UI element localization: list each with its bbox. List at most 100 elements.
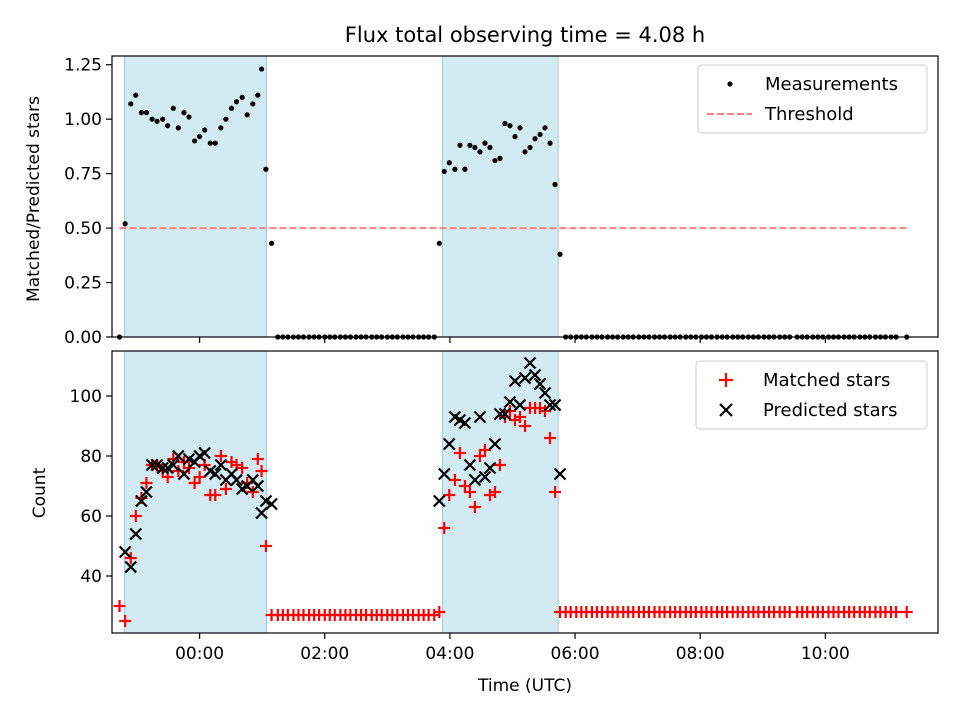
measurement-point (181, 110, 187, 116)
measurement-point (186, 114, 192, 120)
measurement-point (547, 140, 553, 146)
matched-point (124, 552, 137, 564)
predicted-point (432, 494, 446, 508)
predicted-point (135, 494, 148, 508)
matched-point (113, 600, 126, 612)
matched-point (544, 432, 557, 444)
matched-point (539, 405, 552, 417)
predicted-point (528, 368, 542, 382)
measurement-point (552, 181, 558, 188)
measurement-point (268, 240, 275, 246)
matched-point (259, 540, 272, 552)
matched-point (140, 477, 153, 489)
counts-y-tick-label: 60 (80, 507, 102, 527)
ratio-y-axis-label: Matched/Predicted stars (24, 96, 44, 302)
measurement-point (175, 125, 181, 131)
predicted-point (255, 506, 268, 520)
ratio-y-tick-label: 0.50 (64, 219, 102, 239)
matched-point (433, 606, 446, 618)
measurement-point (462, 166, 468, 172)
matched-point (193, 471, 206, 483)
counts-x-tick-label: 04:00 (425, 644, 474, 664)
predicted-point (198, 446, 211, 460)
matched-point (478, 444, 491, 456)
measurement-point (557, 251, 563, 257)
counts-y-tick-label: 80 (80, 447, 102, 467)
counts-shaded-regions (124, 350, 559, 634)
counts-x-tick-label: 02:00 (300, 644, 349, 664)
measurement-point (446, 160, 452, 166)
ratio-y-tick-label: 0.25 (64, 274, 102, 294)
predicted-point (437, 467, 451, 481)
predicted-point (538, 386, 552, 400)
predicted-point (230, 473, 243, 487)
counts-legend-box (695, 360, 928, 430)
ratio-y-tick-label: 1.00 (64, 110, 102, 130)
measurement-point (482, 140, 488, 146)
counts-axes: 40 60 80 100 00:00 02:00 04:00 06:00 08:00 10:00 (70, 350, 939, 664)
matched-point (453, 447, 466, 459)
matched-point (209, 489, 222, 501)
legend-measurement-marker (727, 81, 733, 87)
measurement-point (507, 123, 513, 129)
measurement-point (452, 166, 458, 172)
measurement-point (517, 125, 523, 131)
predicted-point (265, 497, 278, 511)
measurement-point (122, 221, 128, 227)
counts-legend: Matched stars Predicted stars (695, 360, 928, 430)
legend-measurements-label: Measurements (765, 74, 898, 95)
matched-point (214, 450, 227, 462)
predicted-point (503, 395, 517, 409)
matched-point (246, 486, 259, 498)
matched-point (251, 453, 264, 465)
ratio-legend-box (697, 64, 928, 134)
matched-point (900, 606, 913, 618)
matched-point (255, 465, 268, 477)
counts-y-axis-label: Count (30, 467, 50, 518)
predicted-point (145, 458, 159, 472)
measurement-point (542, 125, 548, 131)
predicted-point (118, 545, 132, 559)
measurement-point (233, 99, 240, 105)
matched-point (890, 606, 903, 618)
measurement-point (532, 136, 538, 142)
legend-matched-label: Matched stars (763, 370, 890, 391)
measurement-point (207, 140, 213, 146)
predicted-point (124, 560, 138, 574)
predicted-point (513, 398, 527, 412)
measurement-point (228, 105, 235, 111)
legend-threshold-label: Threshold (764, 104, 854, 125)
measurement-point (527, 144, 533, 151)
measurement-point (258, 66, 265, 72)
matched-point (129, 510, 142, 522)
x-axis-label: Time (UTC) (477, 676, 572, 696)
measurement-point (154, 118, 160, 124)
measurement-point (128, 101, 134, 107)
matched-point (468, 501, 481, 513)
predicted-point (498, 407, 512, 421)
measurement-point (192, 138, 198, 144)
ratio-y-tick-label: 0.75 (64, 165, 102, 185)
predicted-point (518, 371, 532, 385)
measurement-point (522, 149, 528, 155)
measurement-point (160, 116, 166, 122)
matched-point (488, 486, 501, 498)
matched-point (493, 459, 506, 471)
predicted-point (548, 398, 562, 412)
measurement-point (239, 94, 245, 100)
predicted-point (493, 407, 507, 421)
predicted-point (473, 410, 487, 424)
measurement-point (218, 125, 224, 131)
matched-point (438, 522, 451, 534)
predicted-point (508, 374, 522, 388)
predicted-point (478, 470, 492, 484)
counts-axes-frame (111, 350, 939, 634)
predicted-point (167, 458, 180, 472)
legend-predicted-marker (719, 403, 733, 417)
matched-point (219, 483, 232, 495)
measurement-point (202, 127, 208, 133)
predicted-point (156, 461, 169, 475)
measurement-point (502, 120, 508, 127)
